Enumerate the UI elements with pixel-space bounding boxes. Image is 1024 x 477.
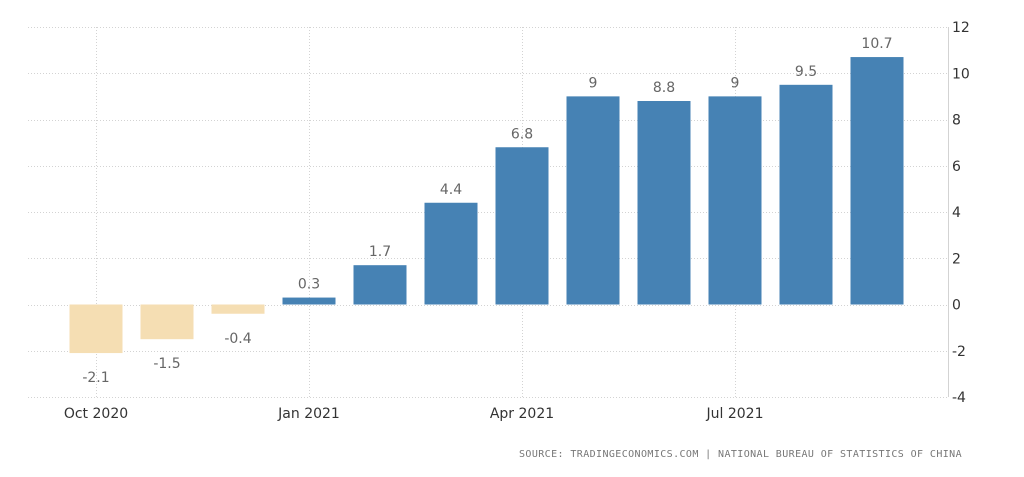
y-tick-label: 0 <box>952 298 961 314</box>
y-tick-label: 10 <box>952 66 970 82</box>
bar-chart: -4 -2 0 2 4 6 8 10 12 Oct 2020 Jan 2021 Apr 2021 Jul… <box>28 20 970 422</box>
y-tick-label: -2 <box>952 344 966 360</box>
data-label: 10.7 <box>861 36 892 52</box>
y-tick-label: 2 <box>952 251 961 267</box>
bar <box>495 147 549 305</box>
bar <box>282 297 336 305</box>
bar <box>211 304 265 314</box>
data-label: -1.5 <box>153 356 180 372</box>
data-label: 6.8 <box>511 126 533 142</box>
data-label: -2.1 <box>82 370 109 386</box>
x-tick-label: Oct 2020 <box>64 406 128 422</box>
y-tick-label: 8 <box>952 113 961 129</box>
data-label: 9 <box>589 75 598 91</box>
bar <box>140 304 194 340</box>
y-tick-label: -4 <box>952 390 966 406</box>
bar <box>708 96 762 305</box>
bar <box>850 57 904 305</box>
bar <box>424 202 478 305</box>
data-label: 0.3 <box>298 277 320 293</box>
x-tick-label: Apr 2021 <box>490 406 554 422</box>
x-tick-label: Jul 2021 <box>706 406 764 422</box>
data-label: 9.5 <box>795 64 817 80</box>
bar <box>69 304 123 354</box>
bar <box>566 96 620 305</box>
bar <box>779 84 833 305</box>
data-label: 1.7 <box>369 244 391 260</box>
bar <box>353 265 407 305</box>
bar <box>637 101 691 305</box>
x-tick-label: Jan 2021 <box>277 406 340 422</box>
y-tick-label: 4 <box>952 205 961 221</box>
data-label: -0.4 <box>224 331 251 347</box>
source-note: SOURCE: TRADINGECONOMICS.COM | NATIONAL … <box>518 449 962 460</box>
data-label: 8.8 <box>653 80 675 96</box>
y-tick-label: 6 <box>952 159 961 175</box>
data-label: 4.4 <box>440 182 462 198</box>
y-tick-label: 12 <box>952 20 970 36</box>
data-label: 9 <box>731 75 740 91</box>
